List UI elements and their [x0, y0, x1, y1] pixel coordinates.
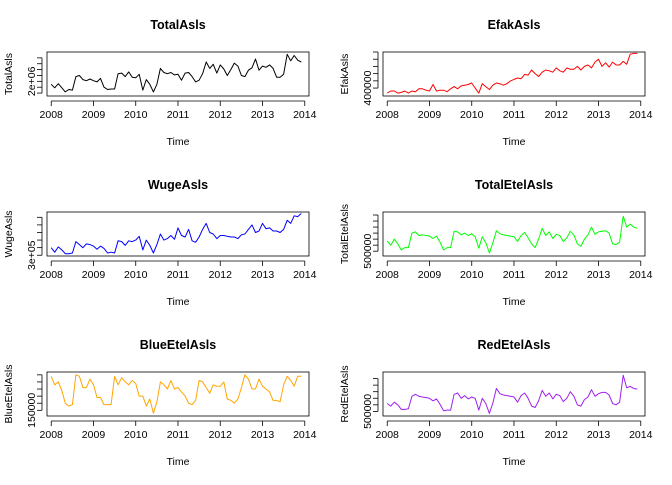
plot-frame: [382, 211, 646, 257]
x-tick-label: 2012: [209, 429, 233, 441]
y-tick-label: 500000: [362, 234, 374, 269]
x-tick-label: 2014: [293, 269, 317, 281]
x-tick-label: 2012: [545, 109, 569, 121]
x-axis-label: Time: [503, 296, 526, 308]
panel-3: TotalEtelAsls 2008 2009 2010 2011 2012 2013 201…: [339, 178, 653, 308]
x-tick-label: 2010: [124, 109, 148, 121]
x-axis-label: Time: [167, 456, 190, 468]
y-tick-label: 400000: [362, 70, 374, 105]
x-tick-label: 2014: [293, 429, 317, 441]
x-tick-label: 2014: [629, 429, 653, 441]
series-line: [386, 52, 638, 94]
x-tick-label: 2013: [251, 429, 275, 441]
series-line: [50, 53, 302, 93]
x-axis-label: Time: [167, 296, 190, 308]
panel-0: TotalAsls 2008 2009 2010 2011 2012 2013 2014 2e+…: [3, 18, 317, 148]
panel-title: EfakAsls: [488, 18, 541, 32]
plot-frame: [382, 51, 646, 97]
panel-1: EfakAsls 2008 2009 2010 2011 2012 2013 2014 4000…: [339, 18, 653, 148]
x-tick-label: 2012: [545, 269, 569, 281]
x-tick-label: 2009: [418, 429, 442, 441]
y-tick-label: 500000: [362, 394, 374, 429]
x-tick-label: 2011: [167, 109, 190, 121]
x-tick-label: 2012: [209, 269, 233, 281]
x-tick-label: 2009: [82, 429, 106, 441]
x-tick-label: 2010: [460, 429, 484, 441]
x-tick-label: 2013: [251, 109, 275, 121]
x-tick-label: 2010: [460, 269, 484, 281]
x-axis-label: Time: [503, 136, 526, 148]
series-line: [386, 374, 638, 414]
x-tick-label: 2009: [418, 269, 442, 281]
x-tick-label: 2010: [124, 429, 148, 441]
x-tick-label: 2013: [251, 269, 275, 281]
x-tick-label: 2010: [460, 109, 484, 121]
y-tick-label: 150000: [26, 393, 38, 428]
x-tick-label: 2014: [293, 109, 317, 121]
y-axis-label: WugeAsls: [3, 210, 15, 257]
x-tick-label: 2009: [418, 109, 442, 121]
panel-2: WugeAsls 2008 2009 2010 2011 2012 2013 2014 3e+0…: [3, 178, 317, 308]
x-tick-label: 2009: [82, 109, 106, 121]
x-tick-label: 2008: [376, 269, 400, 281]
x-tick-label: 2011: [503, 429, 526, 441]
x-tick-label: 2014: [629, 269, 653, 281]
panel-title: BlueEtelAsls: [140, 338, 216, 352]
plot-frame: [46, 371, 310, 417]
y-axis-label: BlueEtelAsls: [3, 365, 15, 424]
x-tick-label: 2013: [587, 429, 611, 441]
x-tick-label: 2008: [40, 109, 64, 121]
x-tick-label: 2011: [167, 269, 190, 281]
x-tick-label: 2009: [82, 269, 106, 281]
x-tick-label: 2012: [545, 429, 569, 441]
x-tick-label: 2011: [167, 429, 190, 441]
series-line: [386, 215, 638, 254]
y-tick-label: 3e+05: [26, 240, 38, 270]
x-tick-label: 2008: [40, 269, 64, 281]
x-tick-label: 2014: [629, 109, 653, 121]
x-tick-label: 2011: [503, 109, 526, 121]
y-tick-label: 2e+06: [26, 66, 38, 96]
panel-5: RedEtelAsls 2008 2009 2010 2011 2012 2013 2014 5…: [339, 338, 653, 468]
series-line: [50, 213, 302, 255]
panel-4: BlueEtelAsls 2008 2009 2010 2011 2012 2013 2014…: [3, 338, 317, 468]
panel-title: TotalAsls: [150, 18, 205, 32]
panel-title: WugeAsls: [148, 178, 208, 192]
x-tick-label: 2008: [40, 429, 64, 441]
y-axis-label: RedEtelAsls: [339, 365, 351, 422]
x-tick-label: 2008: [376, 429, 400, 441]
x-tick-label: 2012: [209, 109, 233, 121]
plot-frame: [46, 51, 310, 97]
plot-frame: [382, 371, 646, 417]
x-axis-label: Time: [167, 136, 190, 148]
y-axis-label: EfakAsls: [339, 54, 351, 95]
x-tick-label: 2013: [587, 269, 611, 281]
y-axis-label: TotalAsls: [3, 53, 15, 95]
x-tick-label: 2008: [376, 109, 400, 121]
plot-frame: [46, 211, 310, 257]
y-axis-label: TotalEtelAsls: [339, 204, 351, 264]
x-tick-label: 2010: [124, 269, 148, 281]
x-tick-label: 2013: [587, 109, 611, 121]
series-line: [50, 374, 302, 414]
panel-title: RedEtelAsls: [478, 338, 551, 352]
x-tick-label: 2011: [503, 269, 526, 281]
panel-title: TotalEtelAsls: [475, 178, 553, 192]
x-axis-label: Time: [503, 456, 526, 468]
